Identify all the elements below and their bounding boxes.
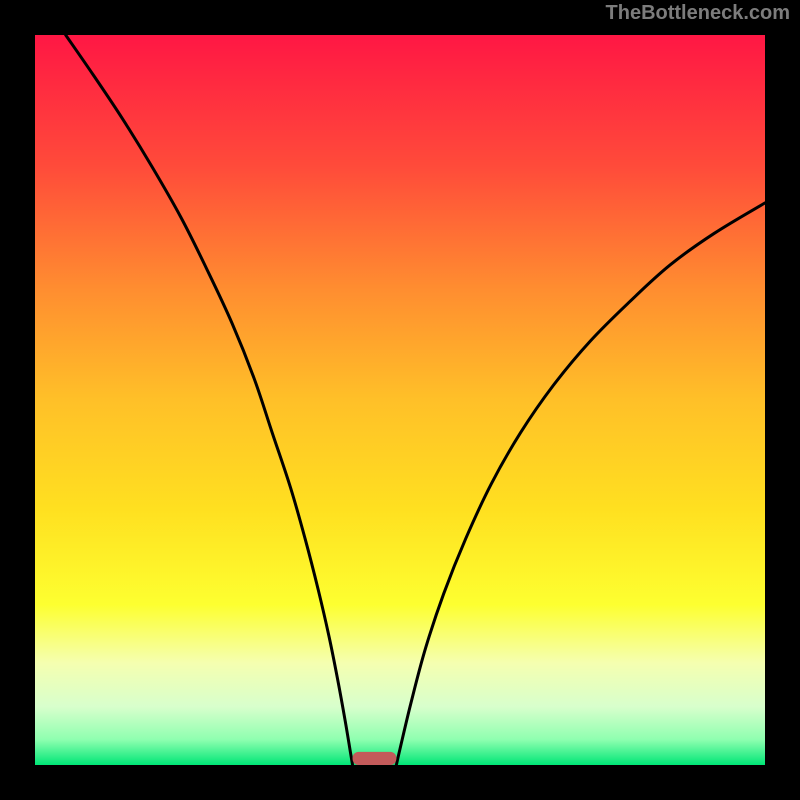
gradient-background	[35, 35, 765, 765]
watermark-text: TheBottleneck.com	[606, 2, 790, 25]
optimal-marker	[353, 752, 397, 765]
chart-container: TheBottleneck.com	[0, 0, 800, 800]
bottleneck-chart	[0, 0, 800, 800]
